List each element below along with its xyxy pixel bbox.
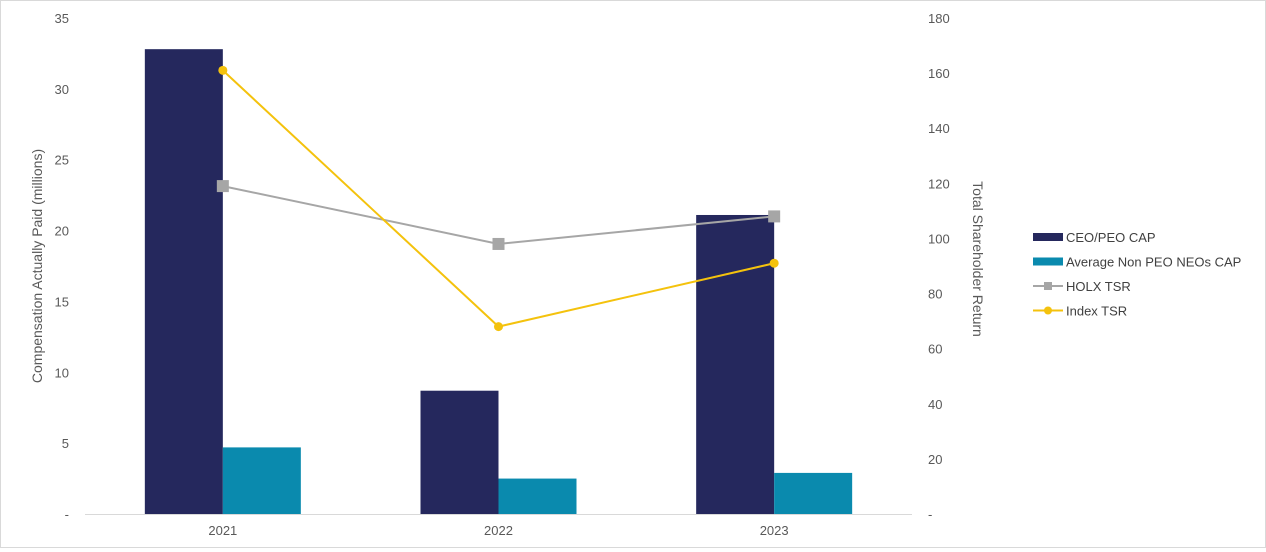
legend-marker-holx-tsr	[1044, 282, 1052, 290]
legend-swatch-ceo-peo-cap	[1033, 233, 1063, 241]
bar-avg-non-peo-neos-cap	[222, 447, 301, 514]
legend-label-avg-non-peo-neos-cap: Average Non PEO NEOs CAP	[1066, 255, 1241, 270]
y-tick-label: 30	[55, 82, 69, 97]
legend: CEO/PEO CAP Average Non PEO NEOs CAP HOLX …	[1033, 230, 1241, 319]
y-tick-label: 35	[55, 11, 69, 26]
y-tick-label: 20	[55, 224, 69, 239]
y-tick-label: 15	[55, 294, 69, 309]
point-index-tsr	[769, 258, 779, 268]
y2-tick-label: 180	[928, 11, 950, 26]
y2-tick-label: 80	[928, 287, 942, 302]
bar-avg-non-peo-neos-cap	[498, 478, 577, 514]
line-index-tsr	[222, 69, 775, 328]
y-tick-label: 10	[55, 365, 69, 380]
bar-ceo-peo-cap	[144, 49, 223, 514]
point-index-tsr	[218, 65, 228, 75]
y2-tick-label: 100	[928, 231, 950, 246]
y-tick-label: -	[65, 507, 69, 522]
legend-swatch-avg-non-peo-neos-cap	[1033, 257, 1063, 266]
y2-tick-label: 160	[928, 66, 950, 81]
x-tick-label: 2023	[760, 523, 789, 538]
y2-axis-title: Total Shareholder Return	[970, 181, 986, 337]
legend-marker-index-tsr	[1044, 306, 1052, 315]
bar-avg-non-peo-neos-cap	[774, 472, 853, 514]
bar-ceo-peo-cap	[420, 390, 499, 514]
y2-tick-label: -	[928, 507, 932, 522]
y2-tick-label: 40	[928, 397, 942, 412]
bar-ceo-peo-cap	[696, 214, 775, 515]
x-tick-label: 2021	[208, 523, 237, 538]
y-tick-label: 5	[62, 436, 69, 451]
legend-label-index-tsr: Index TSR	[1066, 304, 1127, 319]
y-axis-title: Compensation Actually Paid (millions)	[29, 149, 45, 383]
y2-tick-label: 140	[928, 121, 950, 136]
y2-tick-label: 60	[928, 342, 942, 357]
line-holx-tsr	[222, 185, 775, 245]
legend-label-holx-tsr: HOLX TSR	[1066, 279, 1131, 294]
point-holx-tsr	[492, 237, 505, 250]
y2-tick-label: 120	[928, 176, 950, 191]
point-index-tsr	[494, 322, 503, 332]
legend-label-ceo-peo-cap: CEO/PEO CAP	[1066, 230, 1156, 245]
point-holx-tsr	[216, 180, 229, 193]
point-holx-tsr	[768, 210, 781, 223]
x-tick-label: 2022	[484, 523, 513, 538]
y2-tick-label: 20	[928, 452, 942, 467]
y-tick-label: 25	[55, 153, 69, 168]
